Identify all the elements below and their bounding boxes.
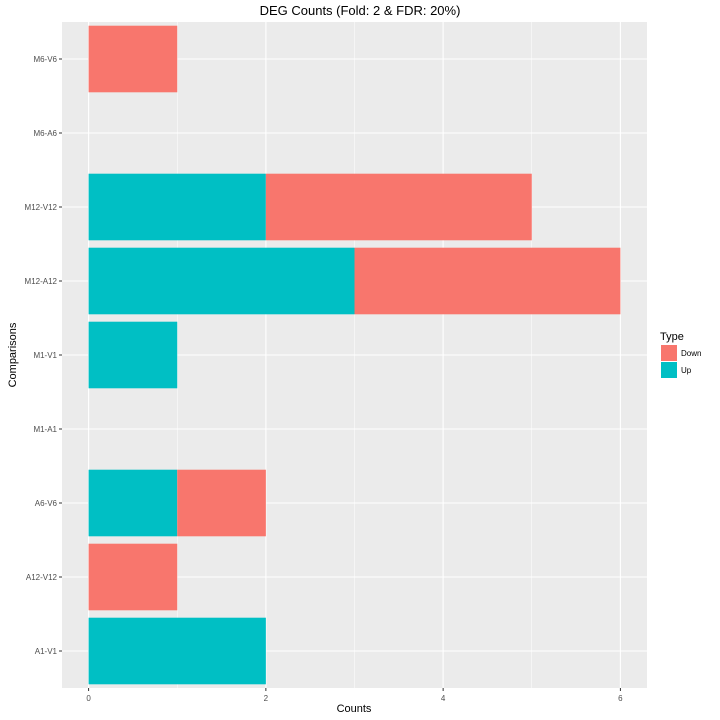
- legend-label-up: Up: [681, 366, 692, 375]
- bar-up-m12-v12: [88, 173, 266, 241]
- bar-up-m1-v1: [88, 321, 178, 389]
- bar-down-a6-v6: [177, 469, 266, 537]
- y-tick-label: M1-A1: [33, 425, 57, 434]
- x-tick-label: 6: [618, 694, 623, 703]
- y-tick-label: M12-A12: [25, 277, 58, 286]
- y-tick-label: M6-A6: [33, 129, 57, 138]
- bar-up-a6-v6: [88, 469, 178, 537]
- bar-up-a1-v1: [88, 617, 266, 685]
- y-axis-title: Comparisons: [7, 322, 19, 387]
- x-axis-title: Counts: [337, 703, 372, 715]
- bar-down-m12-v12: [265, 173, 532, 241]
- y-tick-label: M6-V6: [33, 55, 57, 64]
- x-tick-label: 4: [441, 694, 446, 703]
- legend-key-up: [661, 362, 677, 378]
- y-axis: A1-V1 A12-V12 A6-V6 M1-A1 M1-V1 M12-A12 M12-V1…: [25, 55, 62, 656]
- bars: [88, 25, 621, 685]
- x-axis: 0 2 4 6: [86, 688, 623, 703]
- y-tick-label: M1-V1: [33, 351, 57, 360]
- bar-down-m12-a12: [354, 247, 621, 315]
- legend: Type Down Up: [660, 331, 701, 378]
- y-tick-label: A6-V6: [35, 499, 58, 508]
- bar-up-m12-a12: [88, 247, 355, 315]
- bar-down-a12-v12: [88, 543, 178, 611]
- x-tick-label: 0: [86, 694, 91, 703]
- chart-title: DEG Counts (Fold: 2 & FDR: 20%): [260, 3, 461, 18]
- bar-down-m6-v6: [88, 25, 178, 93]
- y-tick-label: A12-V12: [26, 573, 58, 582]
- x-tick-label: 2: [264, 694, 269, 703]
- y-tick-label: M12-V12: [25, 203, 58, 212]
- legend-title: Type: [660, 331, 684, 343]
- y-tick-label: A1-V1: [35, 647, 58, 656]
- legend-label-down: Down: [681, 349, 701, 358]
- legend-key-down: [661, 345, 677, 361]
